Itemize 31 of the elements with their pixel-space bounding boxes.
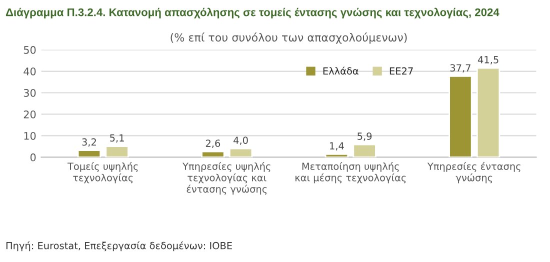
bar (201, 150, 225, 158)
data-label: 3,2 (82, 138, 96, 147)
data-label: 41,5 (478, 56, 498, 64)
y-tick-label: 20 (24, 110, 36, 118)
bar (105, 146, 129, 158)
bar (77, 150, 102, 158)
y-tick-label: 40 (24, 67, 36, 76)
y-tick-label: 0 (30, 153, 36, 162)
x-tick-label: Μεταποίηση υψηλής και μέσης τεχνολογίας (296, 162, 406, 184)
text: Πηγή: Eurostat, Επεξεργασία δεδομένων: ΙΟΒΕ (6, 241, 232, 252)
x-tick-label: Υπηρεσίες υψηλής τεχνολογίας και έντασης γνώσης (182, 162, 270, 195)
x-tick-label: Υπηρεσίες έντασης γνώσης (427, 162, 520, 184)
data-label: 5,1 (110, 134, 124, 143)
bar (352, 144, 376, 158)
y-tick-label: 30 (24, 88, 36, 97)
y-tick-label: 50 (24, 46, 36, 54)
bar (448, 76, 472, 158)
data-label: 5,9 (358, 132, 372, 141)
legend-label: ΕΕ27 (390, 67, 413, 75)
data-label: 2,6 (206, 140, 220, 148)
chart-subtitle: (% επί του συνόλου των απασχολούμενων) (170, 32, 407, 44)
data-label: 4,0 (234, 136, 248, 145)
x-tick-label: Τομείς υψηλής τεχνολογίας (67, 162, 138, 184)
chart-title: Διάγραμμα Π.3.2.4. Κατανομή απασχόλησης σε τομείς έντασης γνώσης και τεχνολογίας, 2024 (6, 8, 500, 18)
y-tick-label: 10 (24, 132, 36, 140)
data-label: 1,4 (330, 142, 344, 151)
bar (228, 148, 253, 158)
data-label: 37,7 (450, 64, 470, 73)
bar (476, 67, 500, 158)
bar (324, 153, 349, 158)
legend-label: Ελλάδα (323, 66, 358, 75)
